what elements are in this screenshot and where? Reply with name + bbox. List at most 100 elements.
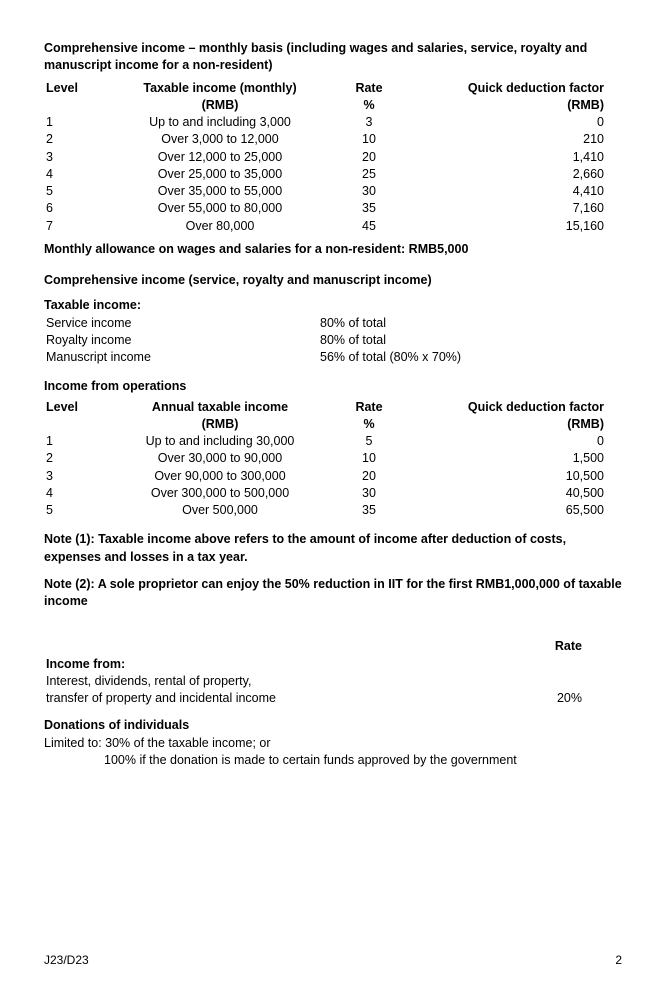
heading-income-operations: Income from operations	[44, 378, 622, 395]
cell-rate: 3	[332, 114, 406, 131]
donations-heading: Donations of individuals	[44, 717, 622, 734]
table-row: 6Over 55,000 to 80,000357,160	[44, 200, 622, 217]
cell-level: 3	[44, 468, 108, 485]
table-row: 4Over 25,000 to 35,000252,660	[44, 166, 622, 183]
cell-deduction: 1,410	[406, 149, 622, 166]
cell-level: 6	[44, 200, 108, 217]
cell-rate: 45	[332, 218, 406, 235]
cell-level: 1	[44, 114, 108, 131]
taxable-income-table: Service income80% of totalRoyalty income…	[44, 315, 622, 367]
cell-income: Over 25,000 to 35,000	[108, 166, 332, 183]
note-1: Note (1): Taxable income above refers to…	[44, 531, 622, 566]
col-header-deduction-unit: (RMB)	[406, 416, 622, 433]
monthly-allowance: Monthly allowance on wages and salaries …	[44, 241, 622, 258]
table-row: 4Over 300,000 to 500,0003040,500	[44, 485, 622, 502]
cell-deduction: 15,160	[406, 218, 622, 235]
tax-table-monthly: Level Taxable income (monthly) Rate Quic…	[44, 80, 622, 235]
col-header-income-unit: (RMB)	[108, 416, 332, 433]
cell-income: Up to and including 30,000	[108, 433, 332, 450]
table-row: 2Over 30,000 to 90,000101,500	[44, 450, 622, 467]
cell-income: Over 300,000 to 500,000	[108, 485, 332, 502]
col-header-deduction: Quick deduction factor	[406, 399, 622, 416]
table-row: 5Over 35,000 to 55,000304,410	[44, 183, 622, 200]
cell-rate: 5	[332, 433, 406, 450]
cell-level: 4	[44, 485, 108, 502]
table-row: 1Up to and including 30,00050	[44, 433, 622, 450]
cell-income: Over 55,000 to 80,000	[108, 200, 332, 217]
income-from-rate: 20%	[490, 690, 622, 707]
cell-rate: 25	[332, 166, 406, 183]
table-row: 7Over 80,0004515,160	[44, 218, 622, 235]
col-header-rate: Rate	[332, 80, 406, 97]
taxable-income-name: Manuscript income	[44, 349, 318, 366]
col-header-deduction: Quick deduction factor	[406, 80, 622, 97]
taxable-income-name: Royalty income	[44, 332, 318, 349]
income-from-line1: Interest, dividends, rental of property,	[44, 673, 490, 690]
page-footer: J23/D23 2	[44, 952, 622, 969]
cell-level: 2	[44, 131, 108, 148]
donations-line2: 100% if the donation is made to certain …	[44, 752, 622, 769]
cell-deduction: 4,410	[406, 183, 622, 200]
cell-rate: 35	[332, 200, 406, 217]
donations-line1: Limited to: 30% of the taxable income; o…	[44, 735, 622, 752]
taxable-income-row: Royalty income80% of total	[44, 332, 622, 349]
col-header-income: Annual taxable income	[108, 399, 332, 416]
cell-rate: 30	[332, 183, 406, 200]
taxable-income-value: 56% of total (80% x 70%)	[318, 349, 622, 366]
footer-right: 2	[615, 952, 622, 969]
col-header-rate-unit: %	[332, 416, 406, 433]
taxable-income-value: 80% of total	[318, 315, 622, 332]
income-from-label: Income from:	[44, 656, 490, 673]
col-header-income-unit: (RMB)	[108, 97, 332, 114]
table-row: 5Over 500,0003565,500	[44, 502, 622, 519]
taxable-income-value: 80% of total	[318, 332, 622, 349]
cell-level: 5	[44, 183, 108, 200]
cell-rate: 10	[332, 450, 406, 467]
table-row: 1Up to and including 3,00030	[44, 114, 622, 131]
cell-deduction: 0	[406, 114, 622, 131]
heading-comprehensive-income-monthly: Comprehensive income – monthly basis (in…	[44, 40, 622, 75]
cell-deduction: 65,500	[406, 502, 622, 519]
cell-deduction: 10,500	[406, 468, 622, 485]
col-header-level: Level	[44, 80, 108, 97]
cell-deduction: 210	[406, 131, 622, 148]
col-header-income: Taxable income (monthly)	[108, 80, 332, 97]
cell-income: Over 30,000 to 90,000	[108, 450, 332, 467]
cell-deduction: 2,660	[406, 166, 622, 183]
cell-deduction: 7,160	[406, 200, 622, 217]
other-income-table: Rate Income from: Interest, dividends, r…	[44, 638, 622, 707]
col-header-deduction-unit: (RMB)	[406, 97, 622, 114]
cell-rate: 30	[332, 485, 406, 502]
cell-income: Over 35,000 to 55,000	[108, 183, 332, 200]
cell-income: Over 80,000	[108, 218, 332, 235]
footer-left: J23/D23	[44, 952, 89, 969]
cell-deduction: 0	[406, 433, 622, 450]
cell-level: 2	[44, 450, 108, 467]
cell-income: Over 500,000	[108, 502, 332, 519]
cell-income: Over 12,000 to 25,000	[108, 149, 332, 166]
other-rate-header: Rate	[490, 638, 622, 655]
taxable-income-label: Taxable income:	[44, 297, 622, 314]
cell-rate: 10	[332, 131, 406, 148]
cell-deduction: 40,500	[406, 485, 622, 502]
cell-level: 5	[44, 502, 108, 519]
cell-level: 7	[44, 218, 108, 235]
cell-deduction: 1,500	[406, 450, 622, 467]
cell-income: Over 90,000 to 300,000	[108, 468, 332, 485]
cell-income: Up to and including 3,000	[108, 114, 332, 131]
cell-rate: 20	[332, 149, 406, 166]
col-header-rate-unit: %	[332, 97, 406, 114]
note-2: Note (2): A sole proprietor can enjoy th…	[44, 576, 622, 611]
cell-rate: 20	[332, 468, 406, 485]
taxable-income-row: Manuscript income56% of total (80% x 70%…	[44, 349, 622, 366]
taxable-income-name: Service income	[44, 315, 318, 332]
cell-level: 3	[44, 149, 108, 166]
heading-comprehensive-income-service: Comprehensive income (service, royalty a…	[44, 272, 622, 289]
col-header-rate: Rate	[332, 399, 406, 416]
cell-level: 1	[44, 433, 108, 450]
cell-level: 4	[44, 166, 108, 183]
table-row: 3Over 12,000 to 25,000201,410	[44, 149, 622, 166]
taxable-income-row: Service income80% of total	[44, 315, 622, 332]
cell-income: Over 3,000 to 12,000	[108, 131, 332, 148]
tax-table-operations: Level Annual taxable income Rate Quick d…	[44, 399, 622, 520]
